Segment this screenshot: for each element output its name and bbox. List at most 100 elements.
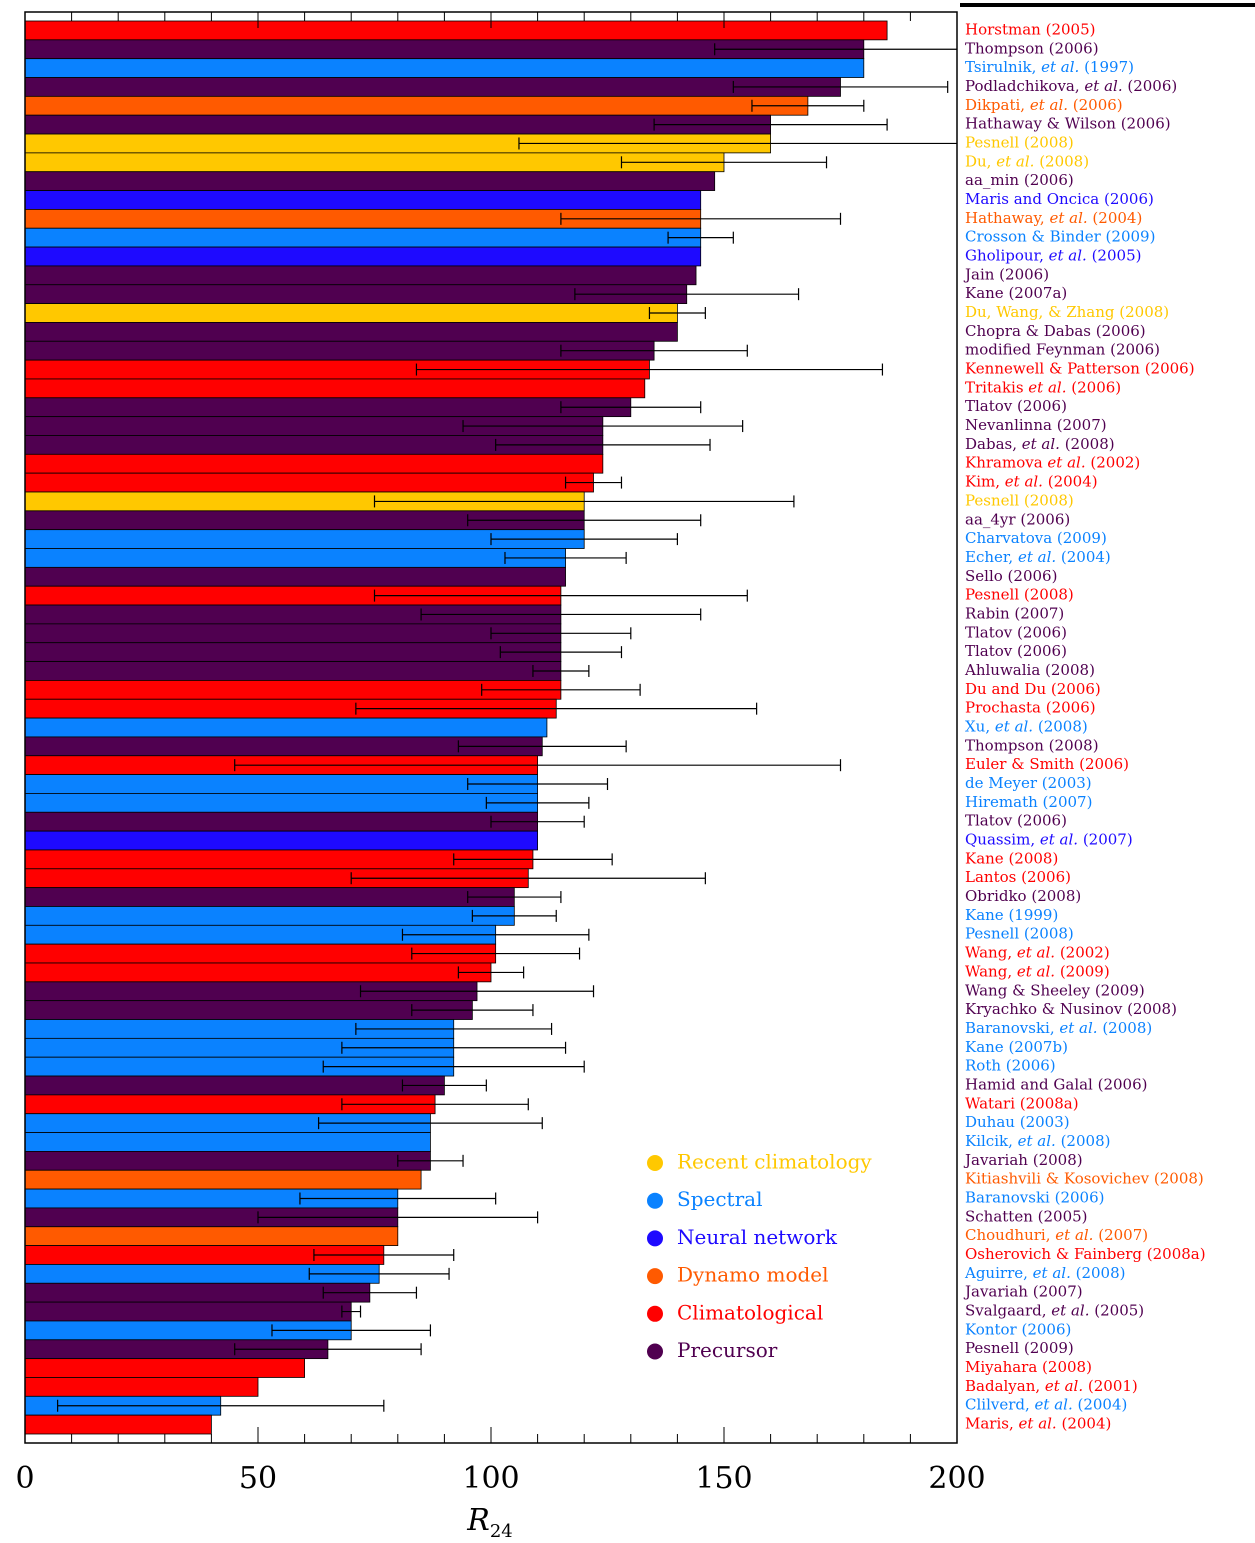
label-part: Kilcik,: [965, 1132, 1018, 1150]
label-part: et al.: [1051, 1302, 1089, 1320]
row-label: Thompson (2006): [965, 39, 1099, 57]
row-label: Dikpati, et al. (2006): [965, 96, 1123, 114]
label-part: Khramova: [965, 454, 1047, 472]
row-label: Jain (2006): [963, 265, 1049, 283]
row-label: Hathaway & Wilson (2006): [965, 115, 1171, 133]
row-label: Aguirre, et al. (2008): [964, 1264, 1126, 1282]
bar: [25, 887, 515, 907]
row-label: Pesnell (2009): [965, 1339, 1074, 1357]
legend-label: Neural network: [677, 1225, 838, 1249]
label-part: (2006): [1066, 378, 1121, 396]
label-part: (2007): [1093, 1226, 1148, 1244]
bar: [25, 717, 548, 738]
row-label: Gholipour, et al. (2005): [965, 247, 1141, 265]
row-label: Clilverd, et al. (2004): [965, 1396, 1127, 1414]
label-part: (2008): [1060, 435, 1115, 453]
label-part: et al.: [1022, 435, 1060, 453]
label-part: (2008): [1071, 1264, 1126, 1282]
row-label: Prochasta (2006): [965, 699, 1096, 717]
label-part: (2004): [1073, 1396, 1128, 1414]
label-part: Choudhuri,: [965, 1226, 1055, 1244]
bar: [25, 811, 538, 832]
row-label: Kane (2007a): [965, 284, 1067, 302]
row-label: Euler & Smith (2006): [965, 755, 1129, 773]
row-label: Ahluwalia (2008): [964, 661, 1095, 679]
legend-marker: [647, 1268, 663, 1285]
legend-label: Recent climatology: [677, 1150, 872, 1174]
label-part: et al.: [1018, 548, 1056, 566]
row-label: Echer, et al. (2004): [965, 548, 1111, 566]
row-label: Hathaway, et al. (2004): [965, 209, 1142, 227]
bar: [25, 246, 702, 267]
bar: [25, 1226, 399, 1247]
legend-marker: [647, 1192, 663, 1209]
bar: [25, 58, 865, 78]
row-label: Du and Du (2006): [965, 680, 1101, 698]
label-part: et al.: [1005, 473, 1043, 491]
label-part: Dikpati,: [965, 96, 1030, 114]
bar: [25, 1169, 422, 1190]
row-label: Charvatova (2009): [965, 529, 1107, 547]
bar: [25, 171, 716, 191]
label-part: Podladchikova,: [965, 77, 1084, 95]
bar: [25, 1151, 431, 1171]
row-label: Svalgaard, et al. (2005): [965, 1302, 1144, 1320]
x-tick-label: 200: [928, 1461, 985, 1496]
row-label: de Meyer (2003): [965, 774, 1092, 792]
row-label: Kennewell & Patterson (2006): [965, 360, 1195, 378]
row-label: aa_min (2006): [965, 171, 1074, 189]
bar: [25, 1132, 431, 1152]
label-part: (1997): [1079, 58, 1134, 76]
row-label: Khramova et al. (2002): [965, 454, 1140, 472]
row-label: Sello (2006): [965, 567, 1057, 585]
legend-marker: [647, 1155, 663, 1171]
label-part: et al.: [1049, 209, 1087, 227]
row-label: Chopra & Dabas (2006): [965, 322, 1146, 340]
row-label: Xu, et al. (2008): [965, 718, 1088, 736]
label-part: et al.: [1035, 1396, 1073, 1414]
label-part: et al.: [1047, 454, 1085, 472]
bar: [25, 20, 888, 41]
legend-label: Dynamo model: [677, 1263, 829, 1287]
bar: [25, 623, 562, 644]
label-part: Echer,: [965, 548, 1018, 566]
label-part: et al.: [1033, 1264, 1071, 1282]
label-part: Wang,: [965, 962, 1017, 980]
bar: [25, 1377, 259, 1397]
row-label: Nevanlinna (2007): [965, 416, 1107, 434]
row-label: Kane (1999): [965, 906, 1058, 924]
row-label: Lantos (2006): [965, 868, 1071, 886]
bar: [25, 265, 697, 286]
row-label: Horstman (2005): [965, 20, 1095, 38]
label-part: (2001): [1083, 1377, 1138, 1395]
bar: [25, 1075, 445, 1096]
bar: [25, 472, 594, 493]
bar: [25, 453, 604, 474]
label-part: (2008): [1034, 152, 1089, 170]
row-label: Tlatov (2006): [965, 397, 1067, 415]
row-label: Baranovski, et al. (2008): [965, 1019, 1152, 1037]
legend-label: Precursor: [677, 1338, 778, 1362]
row-label: Dabas, et al. (2008): [965, 435, 1115, 453]
label-part: Badalyan,: [965, 1377, 1045, 1395]
label-part: Du,: [965, 152, 996, 170]
label-part: et al.: [996, 152, 1034, 170]
label-part: Kim,: [965, 473, 1005, 491]
row-label: Tlatov (2006): [965, 812, 1067, 830]
row-label: Crosson & Binder (2009): [965, 228, 1155, 246]
row-label: aa_4yr (2006): [965, 510, 1070, 528]
bar: [25, 303, 678, 323]
x-tick-label: 100: [462, 1461, 519, 1496]
label-part: et al.: [1018, 1132, 1056, 1150]
bar: [25, 962, 492, 983]
label-part: et al.: [1019, 1415, 1057, 1433]
bar: [25, 548, 566, 568]
row-label: Kryachko & Nusinov (2008): [965, 1000, 1177, 1018]
plot-area: [25, 20, 957, 1435]
row-label: Wang, et al. (2002): [965, 944, 1110, 962]
bar: [25, 830, 538, 851]
row-label: Quassim, et al. (2007): [965, 831, 1133, 849]
bar: [25, 152, 725, 173]
label-part: Baranovski,: [965, 1019, 1059, 1037]
label-part: et al.: [1059, 1019, 1097, 1037]
